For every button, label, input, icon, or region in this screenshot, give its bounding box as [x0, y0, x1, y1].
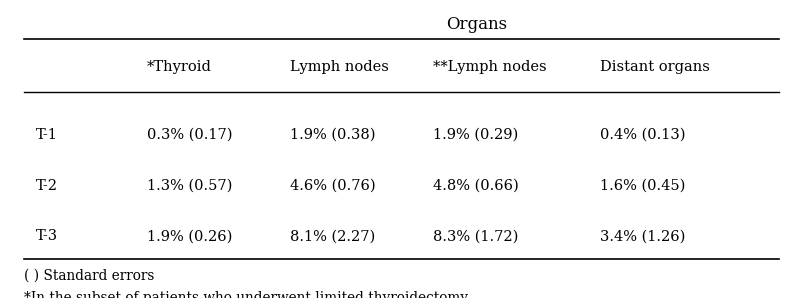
Text: T-1: T-1	[36, 128, 58, 142]
Text: 1.9% (0.38): 1.9% (0.38)	[290, 128, 376, 142]
Text: 0.3% (0.17): 0.3% (0.17)	[147, 128, 233, 142]
Text: T-2: T-2	[36, 179, 58, 193]
Text: 1.6% (0.45): 1.6% (0.45)	[600, 179, 685, 193]
Text: 8.3% (1.72): 8.3% (1.72)	[433, 229, 518, 243]
Text: Distant organs: Distant organs	[600, 60, 710, 74]
Text: 1.9% (0.29): 1.9% (0.29)	[433, 128, 518, 142]
Text: 0.4% (0.13): 0.4% (0.13)	[600, 128, 686, 142]
Text: 4.8% (0.66): 4.8% (0.66)	[433, 179, 519, 193]
Text: Organs: Organs	[447, 16, 507, 33]
Text: 1.9% (0.26): 1.9% (0.26)	[147, 229, 232, 243]
Text: *Thyroid: *Thyroid	[147, 60, 212, 74]
Text: Lymph nodes: Lymph nodes	[290, 60, 389, 74]
Text: ( ) Standard errors: ( ) Standard errors	[24, 268, 154, 282]
Text: **Lymph nodes: **Lymph nodes	[433, 60, 547, 74]
Text: 1.3% (0.57): 1.3% (0.57)	[147, 179, 232, 193]
Text: *In the subset of patients who underwent limited thyroidectomy: *In the subset of patients who underwent…	[24, 291, 467, 298]
Text: T-3: T-3	[36, 229, 58, 243]
Text: 3.4% (1.26): 3.4% (1.26)	[600, 229, 685, 243]
Text: 8.1% (2.27): 8.1% (2.27)	[290, 229, 375, 243]
Text: 4.6% (0.76): 4.6% (0.76)	[290, 179, 376, 193]
